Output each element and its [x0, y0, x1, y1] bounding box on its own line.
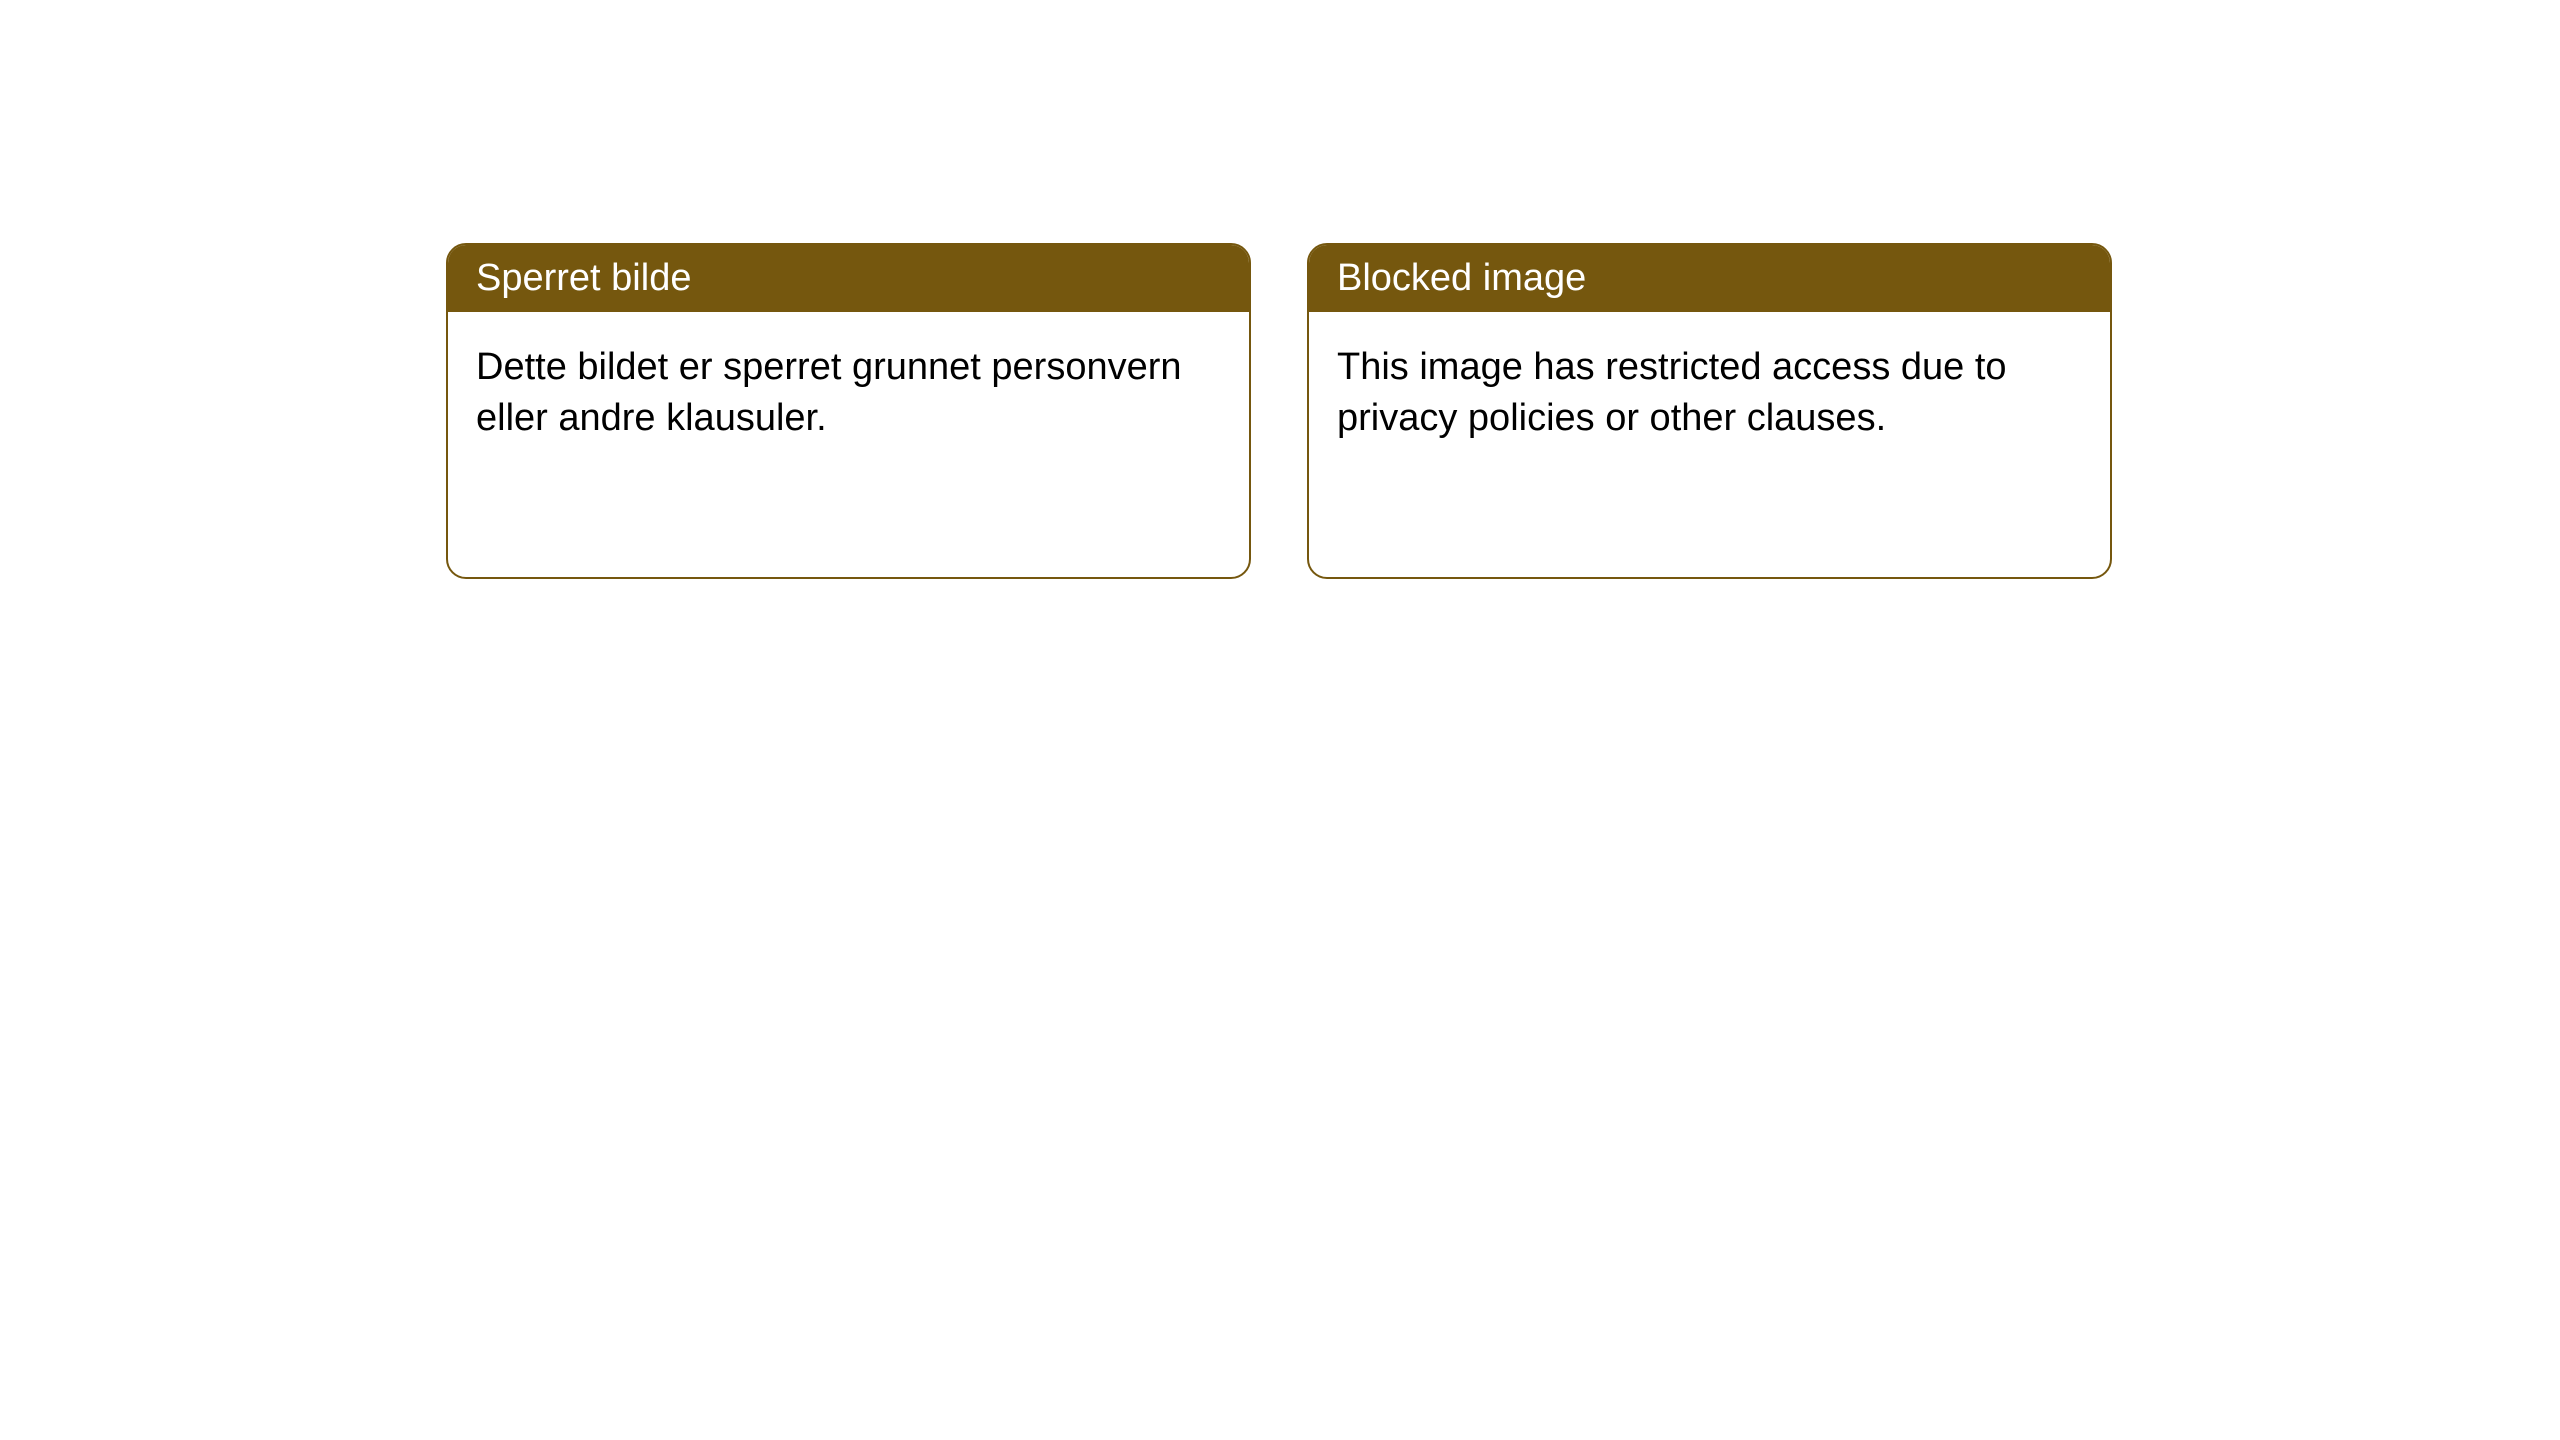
- card-body: Dette bildet er sperret grunnet personve…: [448, 312, 1249, 475]
- card-title: Sperret bilde: [476, 257, 691, 299]
- card-body: This image has restricted access due to …: [1309, 312, 2110, 475]
- card-header: Sperret bilde: [448, 245, 1249, 312]
- blocked-image-cards: Sperret bilde Dette bildet er sperret gr…: [446, 243, 2112, 579]
- blocked-image-card-en: Blocked image This image has restricted …: [1307, 243, 2112, 579]
- blocked-image-card-no: Sperret bilde Dette bildet er sperret gr…: [446, 243, 1251, 579]
- card-header: Blocked image: [1309, 245, 2110, 312]
- card-body-text: Dette bildet er sperret grunnet personve…: [476, 346, 1182, 439]
- card-title: Blocked image: [1337, 257, 1586, 299]
- card-body-text: This image has restricted access due to …: [1337, 346, 2007, 439]
